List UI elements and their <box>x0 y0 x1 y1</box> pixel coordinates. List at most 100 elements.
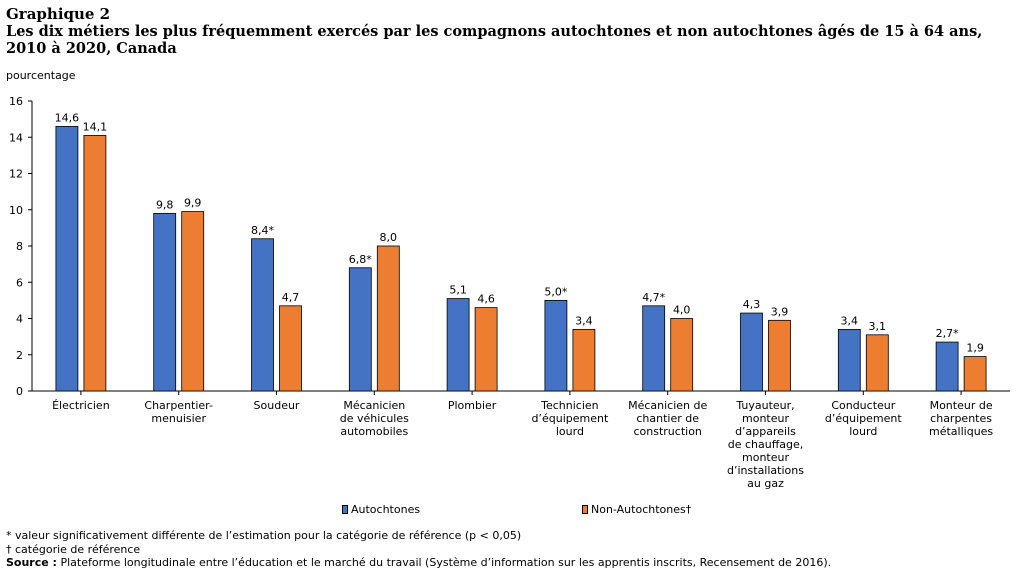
category-label: Électricien <box>52 399 110 412</box>
legend-swatch-non-autochtones <box>582 505 588 514</box>
category-label-line: automobiles <box>340 425 408 438</box>
bar <box>474 307 498 392</box>
category-label-line: Mécanicien de <box>628 399 707 412</box>
bar <box>642 305 666 392</box>
legend-item-autochtones: Autochtones <box>342 503 420 516</box>
bar <box>279 305 302 392</box>
category-label: Conducteur d’équipement lourd <box>825 399 902 438</box>
category-label-line: charpentes <box>930 412 992 425</box>
bar <box>935 341 959 392</box>
bar <box>446 298 470 392</box>
legend-label-autochtones: Autochtones <box>351 503 421 516</box>
category-label-line: construction <box>633 425 701 438</box>
note-reference: † catégorie de référence <box>6 542 141 556</box>
bar <box>153 212 177 392</box>
data-label: 4,0 <box>673 304 691 317</box>
category-label-line: d’équipement <box>825 412 902 425</box>
category-label-line: Charpentier- <box>144 399 213 412</box>
data-label: 14,6 <box>55 111 80 124</box>
y-axis-label: pourcentage <box>6 69 76 82</box>
data-label: 5,1 <box>449 284 467 297</box>
y-tick-label: 16 <box>9 95 23 108</box>
category-label: Charpentier-menuisier <box>144 399 213 425</box>
data-label: 3,4 <box>841 314 859 327</box>
data-label: 8,4* <box>251 224 274 237</box>
chart-title: Les dix métiers les plus fréquemment exe… <box>6 23 983 57</box>
category-label-line: Monteur de <box>930 399 993 412</box>
bar <box>837 328 861 392</box>
data-label: 6,8* <box>349 253 372 266</box>
bar <box>251 238 274 392</box>
note-significance: * valeur significativement différente de… <box>6 529 522 542</box>
category-label: Monteur de charpentes métalliques <box>929 399 993 438</box>
bar <box>768 319 791 392</box>
category-label-line: métalliques <box>929 425 993 438</box>
category-label-line: lourd <box>849 425 877 438</box>
category-label-line: d’installations <box>727 464 804 477</box>
y-tick-label: 10 <box>9 204 23 217</box>
category-label: Mécanicien de véhicules automobiles <box>340 399 409 438</box>
data-label: 5,0* <box>544 285 567 298</box>
category-label-line: d’appareils <box>735 425 796 438</box>
bar <box>572 328 596 392</box>
category-label: Mécanicien de chantier de construction <box>628 399 707 438</box>
category-label-line: Tuyauteur, <box>735 399 794 412</box>
data-label: 8,0 <box>380 231 398 244</box>
source-label: Source : <box>6 556 57 569</box>
source-text: Plateforme longitudinale entre l’éducati… <box>56 556 832 569</box>
category-label-line: de véhicules <box>340 412 409 425</box>
bar <box>348 267 372 392</box>
data-label: 3,9 <box>771 305 789 318</box>
bar <box>55 125 79 392</box>
category-label-line: Technicien <box>540 399 599 412</box>
category-label-line: Électricien <box>52 399 110 412</box>
bar <box>83 135 107 392</box>
bar <box>181 211 205 392</box>
data-label: 3,4 <box>575 314 593 327</box>
category-label: Plombier <box>448 399 497 412</box>
y-tick-label: 2 <box>16 349 23 362</box>
y-tick-label: 6 <box>16 276 23 289</box>
category-label-line: monteur <box>742 412 789 425</box>
data-label: 1,9 <box>966 342 984 355</box>
bar <box>376 245 400 392</box>
bar <box>740 312 763 392</box>
category-label: Tuyauteur, monteur d’appareils de chauffage… <box>727 399 804 490</box>
category-label: Soudeur <box>254 399 300 412</box>
data-label: 14,1 <box>83 120 108 133</box>
y-tick-label: 0 <box>16 385 23 398</box>
legend-label-non-autochtones: Non-Autochtones† <box>591 503 692 516</box>
y-tick-label: 14 <box>9 131 23 144</box>
category-label-line: Soudeur <box>254 399 300 412</box>
bar <box>963 356 987 392</box>
data-label: 4,6 <box>477 293 495 306</box>
category-label-line: de chauffage, <box>728 438 804 451</box>
bar <box>670 318 694 392</box>
category-label: Technicien d’équipement lourd <box>532 399 609 438</box>
data-label: 4,3 <box>743 298 761 311</box>
data-label: 4,7* <box>642 291 665 304</box>
y-tick-label: 8 <box>16 240 23 253</box>
category-label-line: lourd <box>556 425 584 438</box>
category-label-line: monteur <box>742 451 789 464</box>
data-label: 3,1 <box>869 320 887 333</box>
y-tick-label: 12 <box>9 168 23 181</box>
data-label: 9,9 <box>184 197 202 210</box>
category-label-line: au gaz <box>747 477 784 490</box>
data-label: 2,7* <box>936 327 959 340</box>
category-label-line: Conducteur <box>831 399 895 412</box>
category-label-line: Plombier <box>448 399 497 412</box>
figure-number: Graphique 2 <box>6 5 111 23</box>
source-note: Source : Plateforme longitudinale entre … <box>6 556 831 570</box>
data-label: 9,8 <box>156 198 174 211</box>
category-label-line: menuisier <box>151 412 206 425</box>
legend-item-non-autochtones: Non-Autochtones† <box>582 503 691 516</box>
category-label-line: d’équipement <box>532 412 609 425</box>
chart-title-block: Graphique 2 Les dix métiers les plus fré… <box>6 5 1016 58</box>
category-label-line: Mécanicien <box>343 399 405 412</box>
legend-swatch-autochtones <box>342 505 348 514</box>
category-label-line: chantier de <box>636 412 699 425</box>
y-tick-label: 4 <box>16 313 23 326</box>
chart-notes: * valeur significativement différente de… <box>6 529 831 570</box>
